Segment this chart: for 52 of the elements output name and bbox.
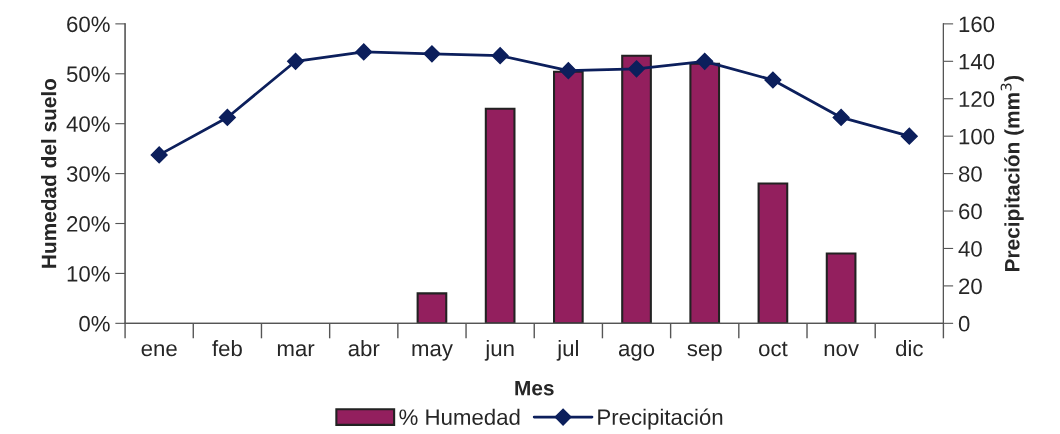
point: [764, 71, 782, 89]
y2-tick-label: 100: [959, 128, 995, 145]
x-tick-label: jun: [484, 340, 514, 361]
bar: [621, 54, 652, 324]
x-tick-label: abr: [348, 340, 380, 357]
bar: [416, 292, 448, 324]
y2-tick-label: 160: [959, 16, 995, 33]
y-tick-label: 20%: [67, 216, 110, 232]
point: [627, 60, 646, 78]
y2-tick-label: 20: [959, 278, 982, 295]
point: [218, 108, 236, 127]
point: [150, 146, 168, 164]
bar: [825, 252, 857, 324]
y-tick-label: 30%: [66, 166, 110, 182]
x-tick-label: dic: [896, 340, 923, 357]
y-tick-label: 50%: [66, 66, 110, 83]
point: [696, 52, 714, 70]
y2-axis-title: Precipitación (mm$^{3}$): [1000, 75, 1024, 272]
point: [355, 43, 373, 61]
y2-tick-label: 80: [958, 166, 982, 182]
x-tick-label: jul: [556, 340, 578, 361]
y2-tick-label: 120: [959, 91, 995, 108]
x-tick-label: ene: [141, 344, 177, 357]
bar: [757, 182, 789, 324]
point: [423, 45, 441, 63]
y-tick-label: 10%: [67, 265, 110, 282]
legend-label: Precipitación: [598, 408, 723, 430]
y2-tick-label: 140: [959, 53, 995, 70]
bar: [552, 70, 584, 324]
y-tick-label: 60%: [67, 16, 110, 33]
x-tick-label: sep: [687, 344, 722, 361]
x-tick-label: nov: [824, 344, 859, 357]
y-tick-label: 40%: [66, 116, 110, 132]
y2-tick-label: 0: [958, 315, 970, 332]
y-axis-title: Humedad del suelo: [41, 78, 57, 268]
point: [900, 127, 918, 145]
x-tick-label: may: [412, 344, 453, 361]
x-tick-label: oct: [759, 341, 788, 357]
point: [832, 108, 850, 127]
x-tick-label: ago: [618, 344, 655, 361]
y-tick-label: 0%: [79, 315, 110, 332]
bar: [484, 107, 516, 324]
point: [287, 52, 305, 70]
y2-tick-label: 40: [958, 241, 982, 257]
point: [491, 47, 509, 65]
x-tick-label: mar: [277, 344, 315, 357]
x-axis-title: Mes: [515, 380, 554, 396]
point: [559, 62, 577, 80]
bar: [689, 62, 721, 324]
legend-label: % Humedad: [399, 408, 520, 426]
y2-tick-label: 60: [959, 203, 982, 220]
x-tick-label: feb: [212, 340, 242, 357]
